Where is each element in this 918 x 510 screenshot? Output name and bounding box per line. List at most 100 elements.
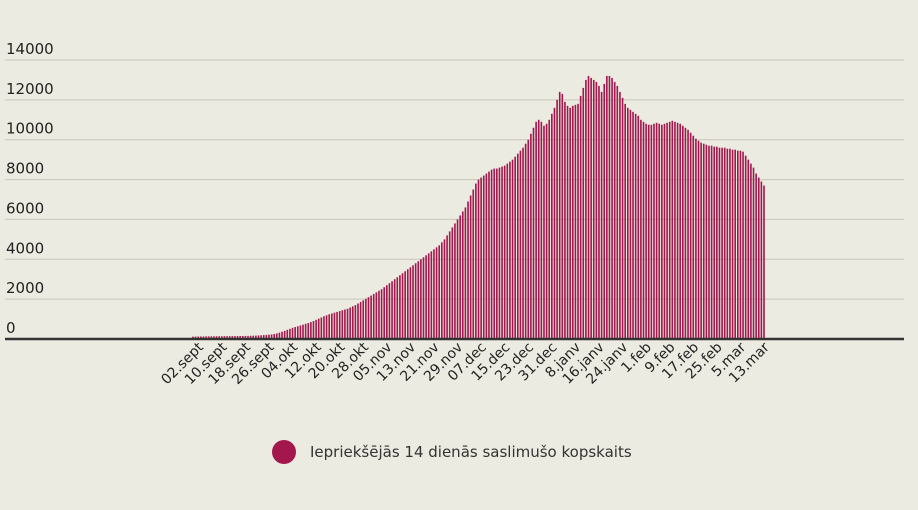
bar bbox=[713, 146, 716, 339]
legend-label: Iepriekšējās 14 dienās saslimušo kopskai… bbox=[310, 443, 632, 461]
bar bbox=[739, 150, 742, 339]
bar bbox=[582, 87, 585, 340]
bar bbox=[430, 251, 433, 339]
bar bbox=[438, 245, 441, 339]
bar bbox=[320, 317, 323, 339]
bar bbox=[234, 336, 236, 339]
bar bbox=[603, 83, 606, 339]
bar bbox=[315, 319, 317, 339]
y-axis-ticks: 0 2000 4000 6000 8000 10000 12000 14000 bbox=[6, 40, 54, 337]
bar bbox=[640, 119, 642, 339]
bar bbox=[218, 336, 220, 339]
bar bbox=[532, 127, 535, 339]
bar bbox=[367, 297, 370, 339]
y-tick-label: 14000 bbox=[6, 40, 54, 58]
bar bbox=[598, 85, 600, 339]
bar bbox=[362, 300, 365, 339]
bar bbox=[695, 138, 697, 339]
bar bbox=[435, 247, 438, 339]
bar bbox=[716, 146, 718, 339]
bar bbox=[498, 167, 501, 339]
bar bbox=[241, 335, 244, 339]
bar bbox=[249, 335, 252, 339]
bar bbox=[425, 255, 427, 339]
bar bbox=[388, 283, 391, 339]
bar bbox=[692, 135, 695, 339]
bar bbox=[558, 91, 561, 339]
bar bbox=[663, 123, 666, 340]
bar bbox=[671, 120, 674, 339]
x-axis-ticks: 02.sept10.sept18.sept26.sept04.okt12.okt… bbox=[158, 339, 773, 388]
bar bbox=[488, 171, 490, 339]
bars bbox=[192, 75, 765, 340]
bar bbox=[655, 122, 658, 339]
bar bbox=[213, 336, 215, 339]
bar bbox=[747, 159, 750, 339]
bar bbox=[645, 123, 647, 340]
bar bbox=[742, 151, 744, 339]
bar bbox=[556, 99, 558, 339]
bar bbox=[585, 79, 587, 340]
bar bbox=[737, 150, 739, 339]
y-tick-label: 2000 bbox=[6, 279, 44, 297]
bar bbox=[333, 312, 336, 339]
bar bbox=[571, 105, 574, 339]
bar bbox=[346, 308, 349, 339]
bar bbox=[606, 75, 608, 339]
bar bbox=[708, 145, 710, 339]
bar bbox=[535, 121, 537, 339]
bar bbox=[681, 125, 684, 339]
bar bbox=[676, 122, 679, 339]
bar bbox=[357, 303, 359, 339]
y-tick-label: 8000 bbox=[6, 160, 44, 178]
bar bbox=[310, 322, 312, 339]
bar bbox=[642, 121, 645, 339]
bar bbox=[700, 142, 702, 339]
bar bbox=[299, 325, 302, 339]
bar bbox=[530, 133, 532, 339]
bar bbox=[666, 122, 668, 339]
bar bbox=[331, 313, 333, 339]
bar bbox=[307, 323, 310, 339]
bar bbox=[464, 207, 467, 339]
bar bbox=[443, 239, 446, 339]
bar bbox=[406, 269, 409, 339]
bar bbox=[349, 307, 351, 339]
bar bbox=[401, 273, 404, 339]
bar bbox=[312, 321, 315, 339]
bar bbox=[354, 305, 357, 339]
bar bbox=[524, 143, 527, 339]
bar bbox=[265, 334, 268, 339]
bar bbox=[613, 81, 616, 340]
bar bbox=[569, 107, 571, 339]
bar bbox=[396, 277, 399, 339]
bar bbox=[744, 155, 747, 339]
bar bbox=[283, 330, 286, 339]
bar bbox=[372, 293, 375, 339]
bar bbox=[451, 227, 454, 339]
bar bbox=[566, 105, 569, 339]
bar bbox=[650, 124, 653, 340]
bar bbox=[210, 336, 213, 339]
bar bbox=[514, 156, 516, 339]
bar bbox=[564, 101, 566, 339]
bar bbox=[200, 336, 202, 339]
bar bbox=[574, 104, 577, 339]
bar bbox=[412, 265, 414, 339]
bar bbox=[404, 271, 406, 339]
bar bbox=[697, 140, 700, 339]
bar bbox=[383, 287, 386, 339]
bar bbox=[461, 211, 464, 339]
y-tick-label: 4000 bbox=[6, 239, 44, 257]
bar bbox=[286, 329, 289, 339]
bar bbox=[543, 125, 545, 339]
bar bbox=[302, 324, 304, 339]
grid-lines bbox=[5, 59, 904, 300]
bar bbox=[378, 290, 380, 339]
bar bbox=[278, 332, 281, 339]
bar bbox=[317, 318, 320, 339]
bar bbox=[752, 167, 755, 339]
bar bbox=[621, 97, 624, 339]
bar bbox=[750, 163, 752, 339]
